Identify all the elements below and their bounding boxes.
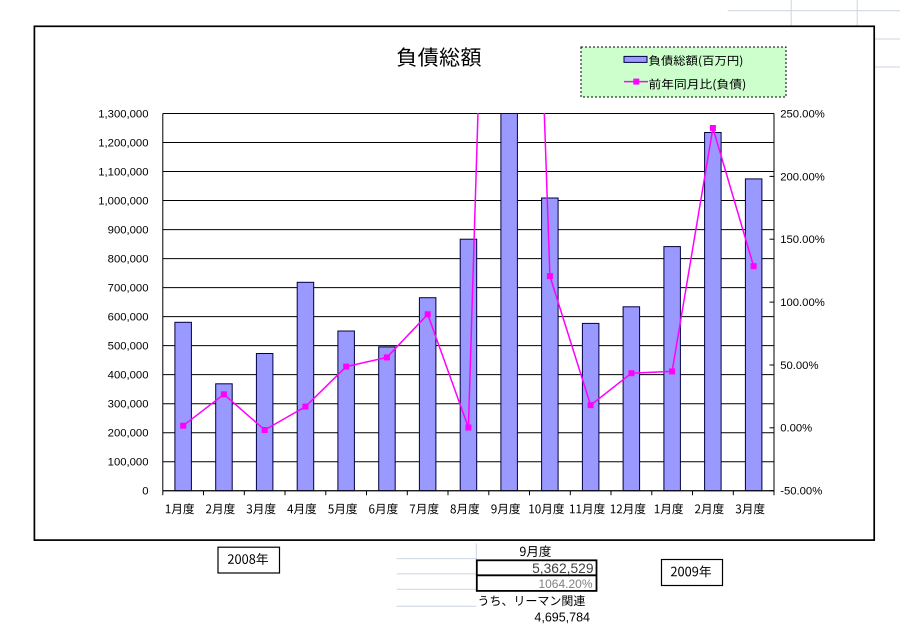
svg-text:250.00%: 250.00% [780, 108, 825, 120]
svg-text:800,000: 800,000 [108, 254, 149, 266]
svg-text:100.00%: 100.00% [780, 297, 825, 309]
svg-text:0.00%: 0.00% [780, 423, 812, 435]
svg-text:1064.20%: 1064.20% [538, 577, 592, 591]
svg-text:1,200,000: 1,200,000 [98, 137, 148, 149]
svg-text:4,695,784: 4,695,784 [534, 611, 590, 625]
svg-text:100,000: 100,000 [108, 457, 149, 469]
svg-text:200,000: 200,000 [108, 428, 149, 440]
svg-text:400,000: 400,000 [108, 370, 149, 382]
svg-text:-50.00%: -50.00% [780, 486, 822, 498]
svg-text:0: 0 [142, 486, 148, 498]
svg-text:50.00%: 50.00% [780, 360, 818, 372]
svg-text:500,000: 500,000 [108, 341, 149, 353]
svg-text:150.00%: 150.00% [780, 234, 825, 246]
svg-text:300,000: 300,000 [108, 399, 149, 411]
svg-text:200.00%: 200.00% [780, 171, 825, 183]
svg-text:600,000: 600,000 [108, 312, 149, 324]
svg-text:700,000: 700,000 [108, 283, 149, 295]
svg-text:1,300,000: 1,300,000 [98, 108, 148, 120]
svg-text:5,362,529: 5,362,529 [532, 561, 594, 576]
svg-text:900,000: 900,000 [108, 225, 149, 237]
svg-text:1,100,000: 1,100,000 [98, 166, 148, 178]
svg-text:1,000,000: 1,000,000 [98, 195, 148, 207]
